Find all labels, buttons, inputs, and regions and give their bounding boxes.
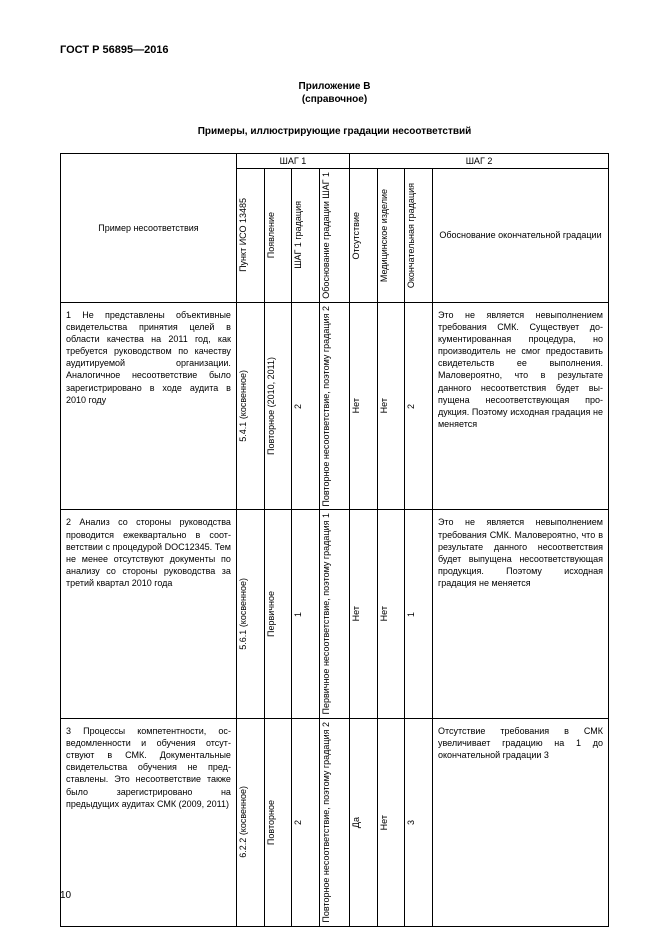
- table-row: 2 Анализ со стороны руководства проводит…: [61, 510, 609, 719]
- col-occurrence-header: Появление: [266, 212, 276, 258]
- cell-step1grade: 1: [293, 612, 303, 617]
- cell-example: 1 Не представлены объективные свидетельс…: [61, 302, 237, 510]
- cell-iso: 5.6.1 (косвенное): [238, 578, 248, 650]
- col-finalgrade-header: Окончательная градация: [406, 183, 416, 288]
- appendix-block: Приложение В (справочное): [60, 80, 609, 106]
- cell-meddevice: Нет: [379, 815, 389, 830]
- table-title: Примеры, иллюстрирующие градации несоотв…: [60, 126, 609, 137]
- col-step2-group: ШАГ 2: [350, 154, 609, 169]
- appendix-label: Приложение В: [60, 80, 609, 93]
- cell-step1grade: 2: [293, 820, 303, 825]
- cell-finaljustif: Это не является невыполнением требования…: [432, 302, 608, 510]
- table-row: 1 Не представлены объективные свидетельс…: [61, 302, 609, 510]
- col-step1grade-header: ШАГ 1 градация: [293, 201, 303, 269]
- page-number: 10: [60, 890, 71, 901]
- col-step1-group: ШАГ 1: [236, 154, 349, 169]
- cell-step1grade: 2: [293, 404, 303, 409]
- cell-finalgrade: 2: [406, 404, 416, 409]
- col-absence-header: Отсутствие: [351, 212, 361, 259]
- col-finaljustif-header: Обоснование окончательной градации: [432, 169, 608, 303]
- gradation-table: Пример несоответствия ШАГ 1 ШАГ 2 Пункт …: [60, 153, 609, 927]
- col-meddevice-header: Медицинское изделие: [379, 189, 389, 282]
- col-step1justif-header: Обоснование градации ШАГ 1: [321, 172, 331, 299]
- cell-finalgrade: 3: [406, 820, 416, 825]
- col-iso-header: Пункт ИСО 13485: [238, 198, 248, 272]
- appendix-type: (справочное): [60, 93, 609, 106]
- cell-finaljustif: Отсутствие требования в СМК увеличивает …: [432, 718, 608, 926]
- cell-step1justif: Первичное несоответствие, поэтому градац…: [321, 513, 331, 715]
- cell-meddevice: Нет: [379, 398, 389, 413]
- cell-finaljustif: Это не является невыполнением требования…: [432, 510, 608, 719]
- document-header-code: ГОСТ Р 56895—2016: [60, 44, 609, 56]
- cell-step1justif: Повторное несоответствие, поэтому градац…: [321, 306, 331, 507]
- col-example-header: Пример несоответствия: [61, 154, 237, 303]
- cell-meddevice: Нет: [379, 606, 389, 621]
- cell-iso: 6.2.2 (косвенное): [238, 786, 248, 858]
- cell-example: 3 Процессы компетентности, ос­ведомленно…: [61, 718, 237, 926]
- cell-absence: Нет: [351, 606, 361, 621]
- cell-finalgrade: 1: [406, 612, 416, 617]
- cell-iso: 5.4.1 (косвенное): [238, 370, 248, 442]
- cell-example: 2 Анализ со стороны руководства проводит…: [61, 510, 237, 719]
- cell-absence: Нет: [351, 398, 361, 413]
- cell-occurrence: Повторное: [266, 800, 276, 845]
- group-header-row: Пример несоответствия ШАГ 1 ШАГ 2: [61, 154, 609, 169]
- cell-occurrence: Повторное (2010, 2011): [266, 357, 276, 455]
- cell-absence: Да: [351, 817, 361, 828]
- cell-step1justif: Повторное несоответствие, поэтому градац…: [321, 722, 331, 923]
- cell-occurrence: Первичное: [266, 591, 276, 637]
- table-row: 3 Процессы компетентности, ос­ведомленно…: [61, 718, 609, 926]
